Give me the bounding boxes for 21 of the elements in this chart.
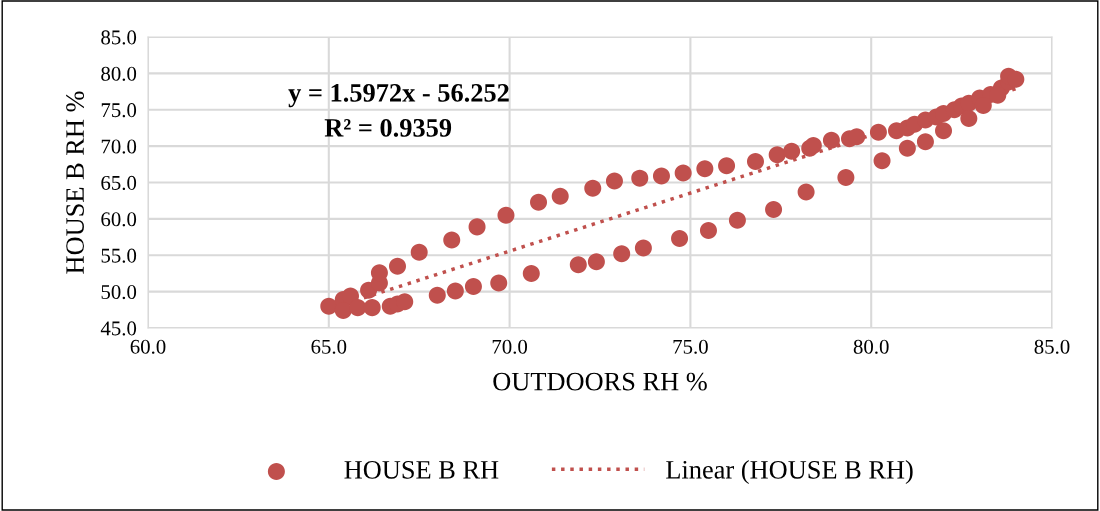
y-tick-label: 85.0	[101, 30, 137, 45]
y-tick-label: 75.0	[101, 103, 137, 118]
x-axis-title: OUTDOORS RH %	[493, 372, 707, 391]
y-tick-label: 65.0	[101, 175, 137, 191]
x-tick-label: 65.0	[311, 339, 347, 354]
y-tick-label: 80.0	[101, 66, 137, 81]
x-tick-label: 60.0	[130, 339, 166, 354]
annotation: y = 1.5972x - 56.252	[288, 84, 509, 108]
y-tick-label: 50.0	[101, 285, 137, 300]
legend-label: Linear (HOUSE B RH)	[666, 460, 913, 485]
annotation: R² = 0.9359	[324, 118, 452, 137]
x-tick-label: 80.0	[853, 339, 889, 354]
x-tick-label: 70.0	[492, 339, 528, 354]
y-tick-label: 55.0	[101, 248, 137, 263]
legend-label: HOUSE B RH	[344, 460, 499, 479]
y-tick-label: 70.0	[101, 139, 137, 154]
x-tick-label: 85.0	[1034, 339, 1070, 354]
y-axis-title: HOUSE B RH %	[66, 91, 85, 274]
y-tick-label: 45.0	[100, 321, 137, 336]
x-tick-label: 75.0	[673, 339, 708, 354]
y-tick-label: 60.0	[101, 212, 137, 227]
